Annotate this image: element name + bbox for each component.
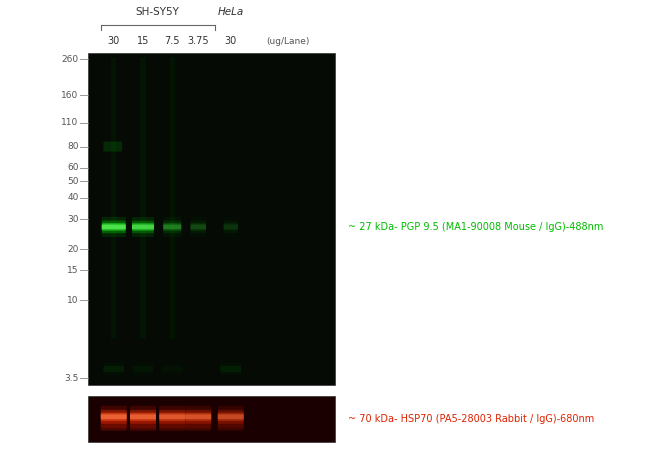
Text: 20: 20 xyxy=(68,245,79,254)
Text: 10: 10 xyxy=(67,296,79,305)
FancyBboxPatch shape xyxy=(159,413,185,421)
FancyBboxPatch shape xyxy=(103,142,122,152)
Text: HeLa: HeLa xyxy=(218,7,244,17)
Bar xyxy=(88,396,335,442)
Text: 3.75: 3.75 xyxy=(187,36,209,46)
FancyBboxPatch shape xyxy=(185,420,211,431)
FancyBboxPatch shape xyxy=(185,406,211,428)
FancyBboxPatch shape xyxy=(159,420,185,431)
FancyBboxPatch shape xyxy=(132,221,154,233)
FancyBboxPatch shape xyxy=(190,224,206,229)
FancyBboxPatch shape xyxy=(185,414,211,419)
FancyBboxPatch shape xyxy=(220,366,241,372)
FancyBboxPatch shape xyxy=(218,406,244,428)
FancyBboxPatch shape xyxy=(101,217,125,237)
FancyBboxPatch shape xyxy=(218,414,244,419)
Text: 15: 15 xyxy=(136,36,150,46)
FancyBboxPatch shape xyxy=(101,414,127,419)
FancyBboxPatch shape xyxy=(130,406,156,428)
Text: 260: 260 xyxy=(62,55,79,64)
FancyBboxPatch shape xyxy=(185,410,211,424)
FancyBboxPatch shape xyxy=(101,223,125,231)
FancyBboxPatch shape xyxy=(101,413,127,421)
FancyBboxPatch shape xyxy=(163,223,181,231)
Text: ~ 27 kDa- PGP 9.5 (MA1-90008 Mouse / IgG)-488nm: ~ 27 kDa- PGP 9.5 (MA1-90008 Mouse / IgG… xyxy=(348,222,603,232)
Bar xyxy=(111,57,116,339)
FancyBboxPatch shape xyxy=(101,406,127,428)
FancyBboxPatch shape xyxy=(159,410,185,424)
Text: 160: 160 xyxy=(61,91,79,100)
FancyBboxPatch shape xyxy=(190,223,206,231)
FancyBboxPatch shape xyxy=(103,366,124,372)
FancyBboxPatch shape xyxy=(132,217,154,237)
Text: 30: 30 xyxy=(67,215,79,224)
Text: 50: 50 xyxy=(67,177,79,186)
Text: 30: 30 xyxy=(108,36,120,46)
Text: 60: 60 xyxy=(67,164,79,172)
FancyBboxPatch shape xyxy=(101,224,125,229)
FancyBboxPatch shape xyxy=(130,410,156,424)
Text: 3.5: 3.5 xyxy=(64,374,79,382)
FancyBboxPatch shape xyxy=(101,410,127,424)
Text: 40: 40 xyxy=(68,193,79,202)
FancyBboxPatch shape xyxy=(185,413,211,421)
FancyBboxPatch shape xyxy=(159,406,185,428)
Text: 30: 30 xyxy=(225,36,237,46)
Text: 110: 110 xyxy=(61,119,79,127)
FancyBboxPatch shape xyxy=(163,221,181,233)
FancyBboxPatch shape xyxy=(101,221,125,233)
FancyBboxPatch shape xyxy=(163,224,181,229)
Text: 7.5: 7.5 xyxy=(164,36,180,46)
FancyBboxPatch shape xyxy=(218,420,244,431)
FancyBboxPatch shape xyxy=(101,420,127,431)
Bar xyxy=(88,53,335,385)
FancyBboxPatch shape xyxy=(190,221,206,233)
FancyBboxPatch shape xyxy=(218,413,244,421)
FancyBboxPatch shape xyxy=(159,414,185,419)
FancyBboxPatch shape xyxy=(132,224,154,229)
FancyBboxPatch shape xyxy=(130,420,156,431)
FancyBboxPatch shape xyxy=(130,413,156,421)
FancyBboxPatch shape xyxy=(224,223,238,231)
FancyBboxPatch shape xyxy=(224,224,238,229)
Text: SH-SY5Y: SH-SY5Y xyxy=(136,7,179,17)
FancyBboxPatch shape xyxy=(132,223,154,231)
Bar xyxy=(140,57,146,339)
Text: 15: 15 xyxy=(67,266,79,275)
Text: (ug/Lane): (ug/Lane) xyxy=(266,37,310,46)
Bar xyxy=(170,57,175,339)
FancyBboxPatch shape xyxy=(130,414,156,419)
Text: ~ 70 kDa- HSP70 (PA5-28003 Rabbit / IgG)-680nm: ~ 70 kDa- HSP70 (PA5-28003 Rabbit / IgG)… xyxy=(348,414,594,424)
FancyBboxPatch shape xyxy=(218,410,244,424)
Text: 80: 80 xyxy=(67,142,79,151)
